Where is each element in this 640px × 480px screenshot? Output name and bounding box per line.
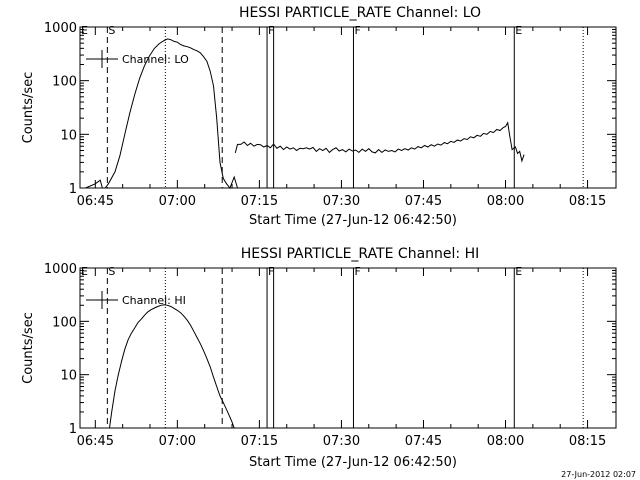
x-tick-label: 07:30 bbox=[323, 194, 360, 209]
event-marker-label: E bbox=[515, 265, 522, 278]
data-series-line bbox=[109, 304, 235, 429]
footer-timestamp: 27-Jun-2012 02:07 bbox=[561, 470, 636, 479]
legend-label: Channel: LO bbox=[122, 53, 189, 66]
event-marker-label: F bbox=[268, 265, 274, 278]
x-tick-label: 07:15 bbox=[241, 194, 278, 209]
chart-title: HESSI PARTICLE_RATE Channel: LO bbox=[239, 5, 481, 21]
event-marker-label: E bbox=[515, 24, 522, 37]
data-series-line bbox=[234, 121, 525, 163]
event-marker-label: F bbox=[354, 24, 360, 37]
y-axis-label: Counts/sec bbox=[21, 72, 36, 144]
x-tick-label: 08:00 bbox=[487, 434, 524, 449]
event-marker-label: S bbox=[108, 265, 115, 278]
x-tick-label: 08:15 bbox=[569, 434, 606, 449]
x-tick-label: 06:45 bbox=[77, 434, 114, 449]
y-tick-label: 1000 bbox=[44, 21, 77, 36]
event-marker-label: F bbox=[354, 265, 360, 278]
y-tick-label: 100 bbox=[52, 75, 77, 90]
data-series-line bbox=[85, 38, 238, 189]
x-tick-label: 08:00 bbox=[487, 194, 524, 209]
hi-channel-chart: HESSI PARTICLE_RATE Channel: HI Start Tim… bbox=[21, 246, 617, 470]
x-tick-label: 07:15 bbox=[241, 434, 278, 449]
event-marker-label: S bbox=[108, 24, 115, 37]
x-tick-label: 07:30 bbox=[323, 434, 360, 449]
plot-frame bbox=[79, 26, 617, 189]
event-marker-label: E bbox=[81, 265, 88, 278]
x-tick-label: 07:45 bbox=[405, 434, 442, 449]
x-axis-label: Start Time (27-Jun-12 06:42:50) bbox=[249, 455, 457, 470]
x-tick-label: 06:45 bbox=[77, 194, 114, 209]
chart-title: HESSI PARTICLE_RATE Channel: HI bbox=[241, 246, 479, 262]
y-tick-label: 1 bbox=[69, 182, 77, 197]
x-axis-label: Start Time (27-Jun-12 06:42:50) bbox=[249, 213, 457, 228]
y-tick-label: 1 bbox=[69, 422, 77, 437]
legend-label: Channel: HI bbox=[122, 294, 186, 307]
x-tick-label: 07:00 bbox=[159, 194, 196, 209]
x-tick-label: 08:15 bbox=[569, 194, 606, 209]
x-tick-label: 07:00 bbox=[159, 434, 196, 449]
y-tick-label: 1000 bbox=[44, 262, 77, 277]
y-tick-label: 10 bbox=[60, 369, 77, 384]
x-tick-label: 07:45 bbox=[405, 194, 442, 209]
lo-channel-chart: HESSI PARTICLE_RATE Channel: LO Start Tim… bbox=[21, 5, 617, 228]
event-marker-label: E bbox=[81, 24, 88, 37]
plot-frame bbox=[79, 267, 617, 429]
y-axis-label: Counts/sec bbox=[21, 312, 36, 384]
y-tick-label: 100 bbox=[52, 315, 77, 330]
event-marker-label: F bbox=[268, 24, 274, 37]
y-tick-label: 10 bbox=[60, 128, 77, 143]
